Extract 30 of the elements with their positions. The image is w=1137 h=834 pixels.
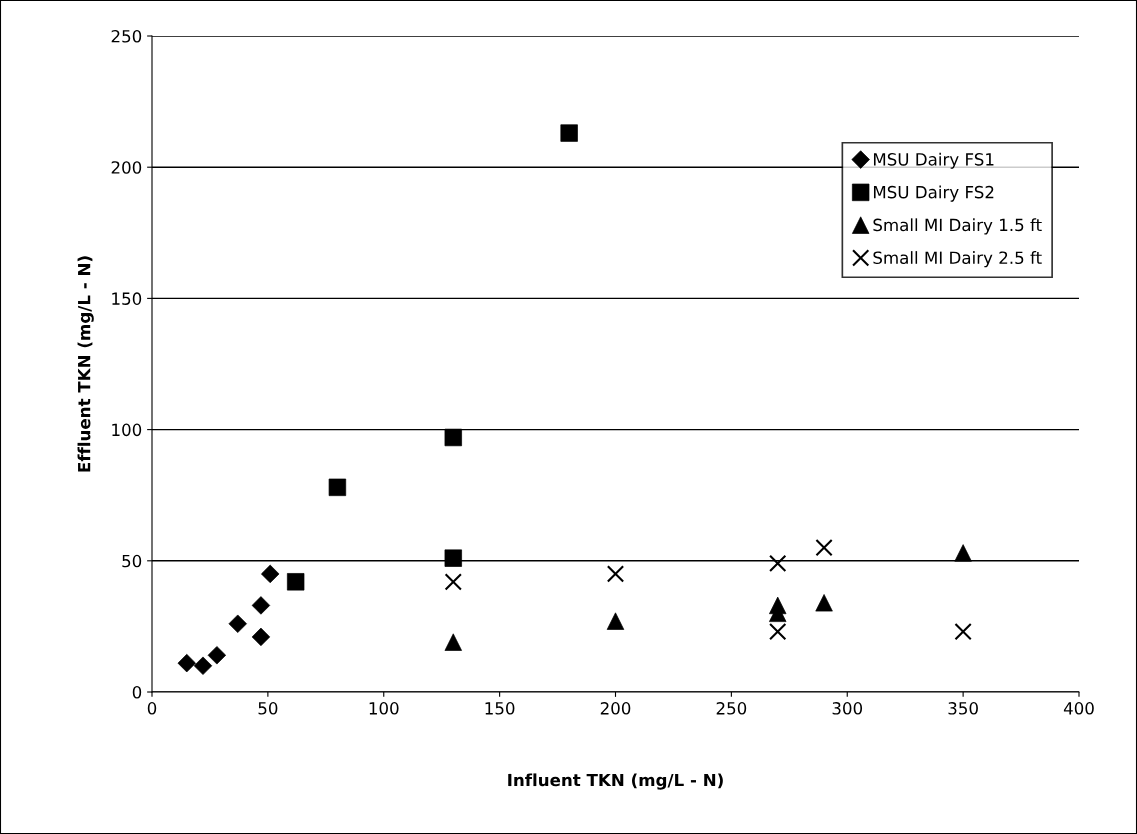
x-tick-label: 400	[1063, 702, 1094, 715]
point	[769, 554, 787, 573]
legend-label: Small MI Dairy 1.5 ft	[873, 218, 1042, 235]
x-tick-label: 350	[948, 702, 978, 715]
y-tick-label: 100	[112, 423, 142, 437]
x-tick-label: 300	[832, 702, 863, 715]
y-tick-label: 0	[132, 685, 142, 699]
point	[769, 622, 787, 641]
y-tick-label: 50	[122, 554, 142, 568]
point	[444, 573, 462, 591]
y-tick-label: 200	[111, 161, 142, 174]
legend-label: MSU Dairy FS2	[873, 185, 994, 202]
y-axis-title: Effluent TKN (mg/L - N)	[77, 256, 94, 472]
x-tick-label: 150	[485, 702, 515, 715]
y-tick-label: 250	[111, 29, 142, 43]
x-tick-label: 50	[258, 702, 278, 715]
point	[815, 539, 833, 557]
x-tick-label: 250	[716, 702, 747, 715]
x-tick-label: 100	[369, 702, 399, 715]
point	[251, 596, 271, 615]
legend-label: Small MI Dairy 2.5 ft	[873, 251, 1042, 268]
legend-label: MSU Dairy FS1	[873, 152, 994, 169]
point	[954, 622, 972, 641]
x-axis-title: Influent TKN (mg/L - N)	[508, 773, 723, 790]
point	[444, 549, 462, 567]
x-tick-label: 200	[600, 702, 631, 715]
point	[193, 656, 213, 675]
point	[606, 565, 625, 583]
x-tick-label: 0	[147, 702, 157, 715]
y-tick-label: 150	[112, 292, 142, 305]
